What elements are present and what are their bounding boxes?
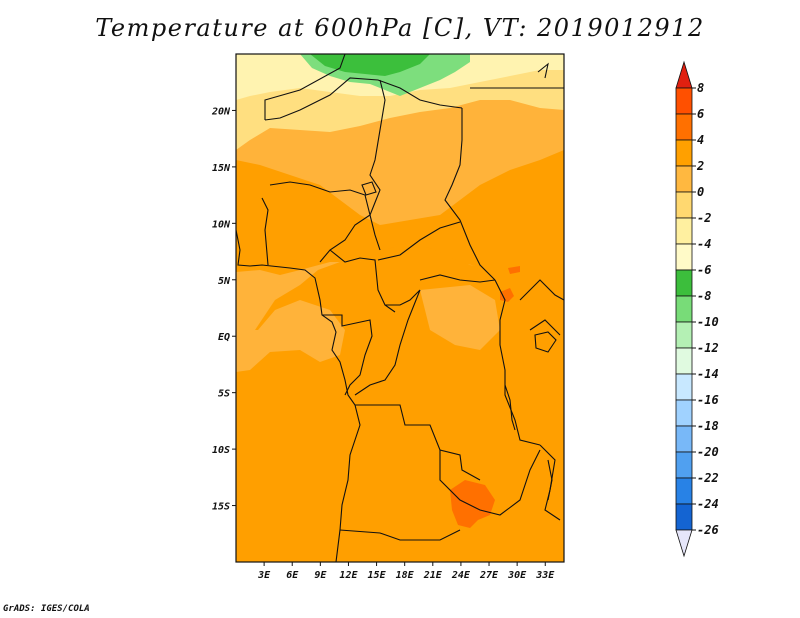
temperature-field	[236, 54, 564, 562]
field-darkgreen-patch	[310, 54, 430, 76]
colorbar-swatch	[675, 87, 693, 115]
lat-tick-label: 5N	[218, 276, 231, 287]
lake-victoria	[534, 331, 557, 353]
colorbar-swatch	[675, 451, 693, 479]
border-congo	[322, 314, 373, 396]
colorbar-label: -14	[697, 367, 719, 381]
lat-tick-label: 10S	[212, 445, 230, 456]
border-mali-algeria	[264, 77, 463, 121]
colorbar-label: 2	[696, 159, 704, 173]
colorbar-label: -10	[697, 315, 719, 329]
colorbar-bottom-arrow	[675, 529, 693, 558]
lon-tick-label: 21E	[423, 570, 443, 581]
colorbar-swatch	[675, 425, 693, 453]
colorbar-swatch	[675, 113, 693, 141]
lon-tick-label: 9E	[314, 570, 327, 581]
colorbar-label: -8	[697, 289, 711, 303]
border-drc-angola	[355, 404, 481, 481]
border-benin	[261, 197, 269, 266]
colorbar-label: 8	[697, 81, 704, 95]
colorbar-label: 4	[697, 133, 704, 147]
lake-chad	[361, 181, 377, 196]
colorbar-swatch	[675, 321, 693, 349]
field-hot-patch-uganda	[500, 288, 514, 302]
colorbar-swatch	[675, 477, 693, 505]
colorbar-label: -4	[697, 237, 711, 251]
longitude-axis: 3E 6E 9E 12E 15E 18E 21E 24E 27E 30E 33E	[257, 562, 555, 581]
lon-tick-label: 6E	[286, 570, 299, 581]
lon-tick-label: 3E	[257, 570, 271, 581]
coast-egypt	[537, 62, 549, 79]
colorbar-label: -22	[697, 471, 719, 485]
colorbar-swatch	[675, 373, 693, 401]
lon-tick-label: 27E	[479, 570, 499, 581]
lat-tick-label: 10N	[212, 219, 231, 230]
colorbar-label: -20	[697, 445, 719, 459]
colorbar-label: 0	[697, 185, 704, 199]
lat-tick-label: 5S	[218, 389, 230, 400]
border-zambia	[439, 449, 541, 516]
colorbar-label: -18	[697, 419, 719, 433]
colorbar-label: -16	[697, 393, 719, 407]
border-car	[377, 221, 496, 283]
colorbar-label: -26	[697, 523, 719, 537]
colorbar-swatch	[675, 165, 693, 193]
border-nigeria	[269, 181, 371, 263]
colorbar-swatch	[675, 191, 693, 219]
border-drc-east	[494, 279, 541, 446]
colorbar-swatch	[675, 217, 693, 245]
colorbar: 8 6 4 2 0 -2 -4 -6 -8 -10 -12 -14 -16 -18 -20 -22 -24 -26	[675, 60, 719, 558]
lat-tick-label: 15S	[212, 502, 230, 513]
lat-tick-label: 20N	[211, 106, 231, 117]
colorbar-swatch	[675, 269, 693, 297]
border-mauritania-mali	[264, 54, 346, 120]
colorbar-swatch	[675, 503, 693, 531]
lon-tick-label: 12E	[339, 570, 358, 581]
colorbar-swatch	[675, 347, 693, 375]
coastlines-borders	[236, 54, 564, 562]
field-drc-light	[420, 285, 500, 350]
lake-malawi	[547, 459, 553, 501]
lon-tick-label: 33E	[535, 570, 555, 581]
map-frame	[235, 53, 565, 563]
border-niger-chad	[369, 79, 386, 251]
border-angola-namibia	[339, 529, 461, 541]
field-hot-patch-small	[508, 266, 520, 274]
field-hot-patch-zambia	[450, 480, 495, 528]
chart-title: Temperature at 600hPa [C], VT: 201901291…	[95, 14, 705, 42]
field-gabon-light	[236, 300, 345, 372]
border-chad-sudan	[444, 108, 496, 281]
colorbar-label: 6	[697, 107, 704, 121]
lon-tick-label: 30E	[507, 570, 527, 581]
colorbar-label: -12	[697, 341, 719, 355]
lat-tick-label: EQ	[218, 332, 230, 343]
coastline-west-africa	[236, 229, 361, 562]
lon-tick-label: 15E	[368, 570, 387, 581]
grads-credit: GrADS: IGES/COLA	[3, 604, 90, 614]
colorbar-label: -2	[697, 211, 711, 225]
lake-tanganyika	[504, 384, 516, 431]
colorbar-swatch	[675, 243, 693, 271]
latitude-axis: 20N 15N 10N 5N EQ 5S 10S 15S	[211, 106, 236, 513]
colorbar-swatch	[675, 295, 693, 323]
colorbar-label: -24	[697, 497, 719, 511]
lon-tick-label: 24E	[451, 570, 471, 581]
colorbar-label: -6	[697, 263, 711, 277]
border-drc-congo	[354, 289, 421, 396]
lon-tick-label: 18E	[396, 570, 415, 581]
colorbar-swatch	[675, 399, 693, 427]
lat-tick-label: 15N	[212, 163, 231, 174]
colorbar-swatch	[675, 139, 693, 167]
colorbar-top-arrow	[675, 60, 693, 89]
